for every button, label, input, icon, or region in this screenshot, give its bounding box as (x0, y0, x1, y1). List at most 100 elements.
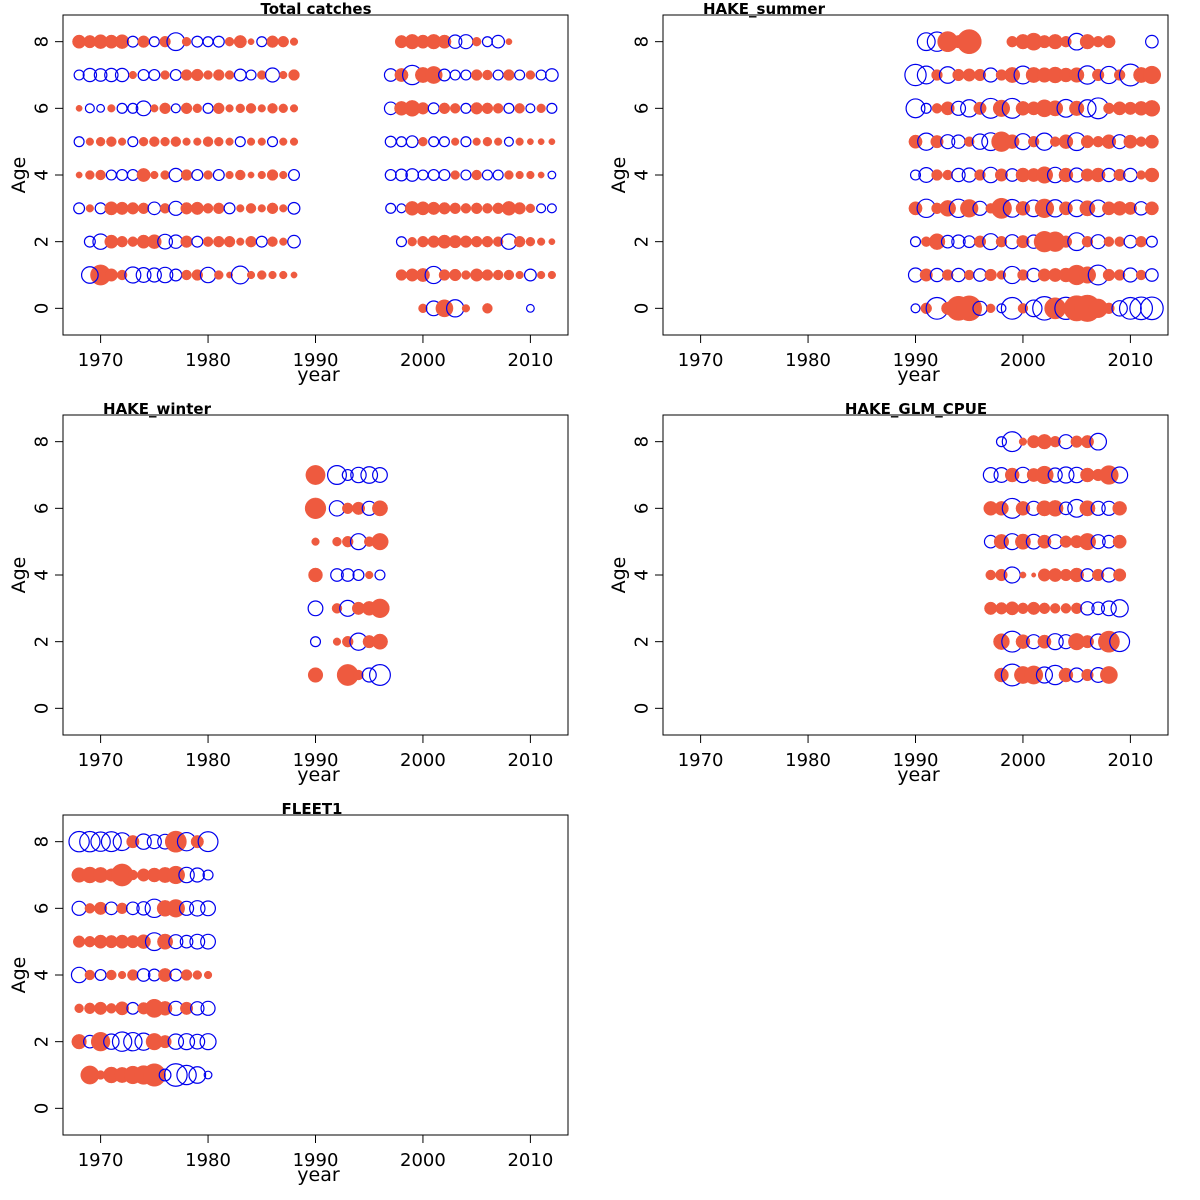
bubble-positive (257, 104, 266, 113)
bubble-positive (470, 268, 484, 282)
bubble-positive (190, 835, 204, 849)
bubble-positive (160, 136, 170, 147)
bubble-negative (111, 1031, 133, 1052)
bubble-positive (973, 68, 987, 82)
bubble-negative (1109, 631, 1131, 653)
bubble-positive (525, 203, 536, 214)
bubble-negative (93, 68, 108, 82)
bubble-negative (492, 69, 504, 81)
bubble-positive (192, 970, 202, 980)
bubble-positive (1047, 100, 1064, 117)
bubble-negative (427, 168, 440, 182)
bubble-positive (266, 202, 279, 215)
bubble-positive (85, 137, 94, 146)
bubble-negative (123, 1031, 143, 1052)
bubble-negative (169, 68, 182, 82)
bubble-positive (246, 270, 256, 280)
bubble-positive (203, 170, 213, 180)
bubble-positive (1078, 266, 1096, 284)
x-tick-label: 2000 (400, 750, 446, 771)
bubble-negative (307, 600, 324, 617)
bubble-positive (472, 137, 481, 146)
bubble-positive (147, 234, 162, 249)
bubble-positive (1015, 634, 1031, 649)
bubble-negative (127, 102, 139, 114)
bubble-positive (1058, 167, 1074, 183)
bubble-positive (157, 933, 173, 950)
bubble-positive (919, 268, 933, 282)
bubble-negative (203, 1070, 213, 1080)
y-tick-label: 8 (632, 436, 653, 447)
y-tick-label: 6 (32, 903, 53, 914)
bubble-positive (233, 35, 247, 49)
x-tick-label: 1980 (785, 350, 831, 371)
panel-title: FLEET1 (282, 800, 343, 818)
bubble-positive (214, 270, 224, 280)
bubble-negative (449, 69, 461, 81)
x-tick-label: 2010 (1107, 350, 1153, 371)
bubble-positive (1070, 602, 1083, 615)
x-tick-label: 1990 (293, 350, 339, 371)
bubble-positive (503, 69, 515, 81)
bubble-negative (395, 236, 408, 248)
bubble-negative (136, 968, 151, 982)
bubble-positive (74, 1003, 84, 1014)
bubble-positive (504, 170, 514, 180)
bubble-positive (942, 169, 953, 181)
bubble-positive (180, 102, 193, 115)
bubble-negative (1059, 501, 1073, 516)
bubble-positive (1018, 437, 1028, 446)
bubble-positive (470, 69, 483, 81)
bubble-positive (192, 103, 202, 114)
bubble-positive (471, 169, 482, 181)
bubble-negative (191, 35, 204, 48)
bubble-positive (1027, 601, 1041, 615)
x-tick-label: 1980 (185, 350, 231, 371)
bubble-negative (1089, 432, 1108, 451)
bubble-positive (180, 969, 193, 981)
bubble-negative (90, 831, 111, 852)
bubble-positive (1092, 68, 1105, 82)
bubble-positive (257, 70, 267, 80)
bubble-positive (290, 271, 298, 279)
bubble-negative (73, 136, 85, 148)
bubble-positive (438, 102, 451, 115)
bubble-positive (180, 235, 193, 248)
bubble-negative (256, 36, 268, 48)
bubble-negative (384, 135, 397, 148)
bubble-negative (1118, 296, 1142, 320)
panel-4: HAKE_GLM_CPUE 1970 1980 1990 2000 2010 0 2 4 6 8 ye… (608, 400, 1169, 786)
bubble-positive (438, 202, 451, 215)
bubble-positive (1038, 602, 1051, 615)
y-axis-label: Age (8, 957, 30, 994)
panel-1: Total catches 1970 1980 1990 2000 2010 0 2 4 6 8 ye… (8, 0, 569, 386)
y-tick-label: 2 (32, 636, 53, 647)
bubble-positive (1004, 67, 1021, 83)
bubble-positive (213, 69, 225, 81)
bubble-negative (189, 1033, 206, 1050)
bubble-negative (158, 1068, 172, 1082)
bubble-positive (289, 137, 299, 146)
bubble-positive (1037, 534, 1052, 549)
bubble-positive (1135, 269, 1147, 281)
bubble-negative (178, 900, 195, 916)
y-tick-label: 0 (632, 703, 653, 714)
x-axis-label: year (897, 764, 940, 786)
x-tick-label: 1970 (78, 1150, 124, 1171)
bubble-negative (405, 135, 419, 149)
bubble-positive (245, 103, 257, 114)
bubble-positive (279, 137, 288, 146)
bubble-positive (1113, 568, 1127, 582)
bubble-positive (223, 235, 236, 248)
bubble-negative (80, 266, 99, 284)
bubble-negative (535, 69, 547, 81)
bubble-positive (1019, 571, 1027, 579)
bubble-positive (503, 269, 515, 281)
bubble-positive (353, 669, 364, 681)
bubble-positive (202, 136, 214, 147)
bubble-positive (245, 203, 257, 214)
bubble-negative (68, 830, 90, 853)
bubble-negative (212, 168, 225, 182)
bubble-negative (438, 168, 451, 182)
bubble-positive (1035, 465, 1054, 485)
